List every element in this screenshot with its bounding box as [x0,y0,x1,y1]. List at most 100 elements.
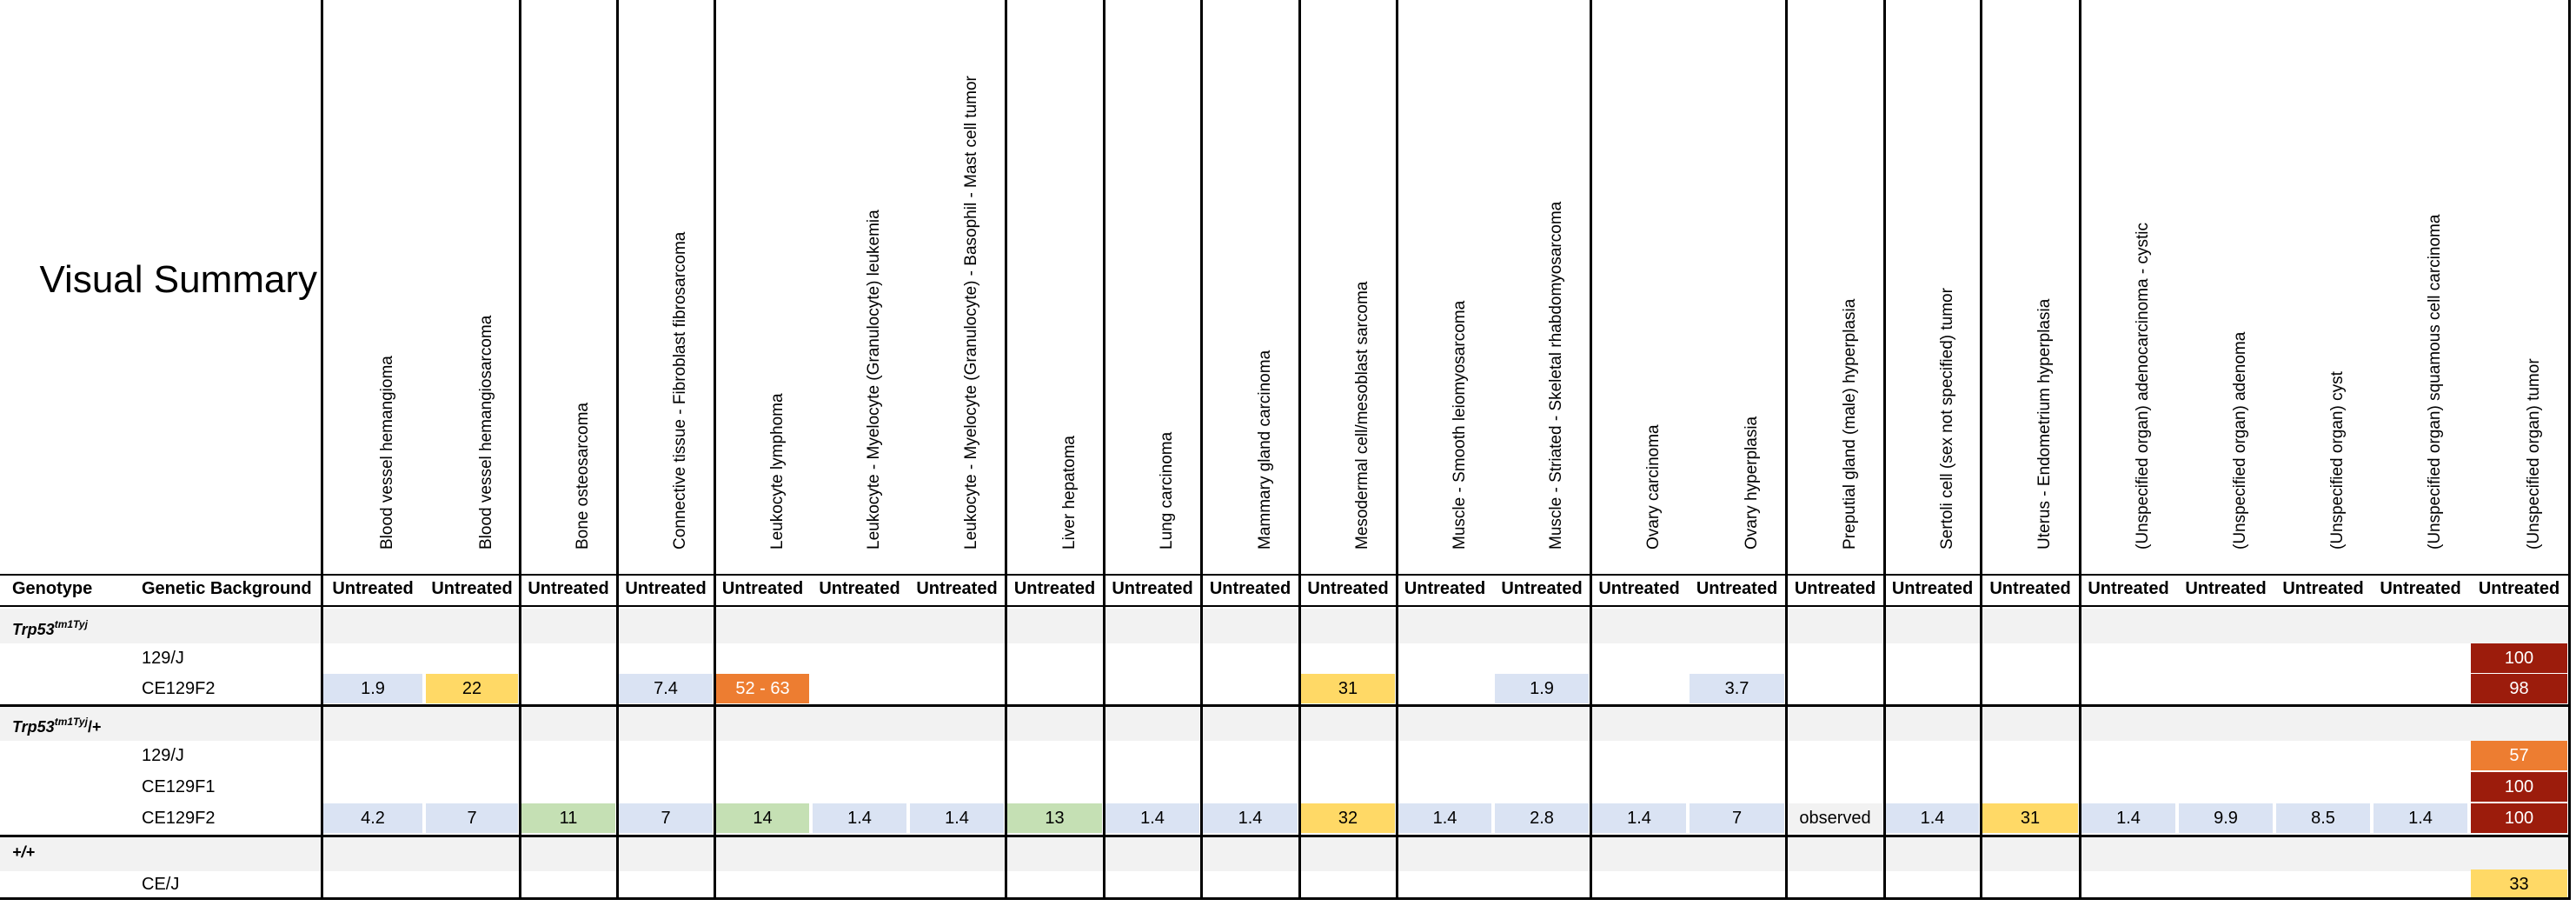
treatment-label: Untreated [1598,579,1680,598]
column-header: Leukocyte - Myelocyte (Granulocyte) - Ba… [952,0,988,569]
column-header-label: Preputial gland (male) hyperplasia [1840,298,1859,550]
treatment-label: Untreated [1891,579,1974,598]
heatmap-cell: 1.4 [2081,803,2175,833]
grid-line-vertical [1005,0,1007,900]
column-header: Preputial gland (male) hyperplasia [1830,0,1867,569]
heatmap-cell: 7 [426,803,518,833]
grid-line-horizontal [0,897,2569,900]
column-header: Uterus - Endometrium hyperplasia [2025,0,2061,569]
treatment-label: Untreated [2185,579,2267,598]
group-band [0,706,2569,741]
column-header: Leukocyte - Myelocyte (Granulocyte) leuk… [854,0,891,569]
column-header-label: (Unspecified organ) cyst [2328,371,2347,550]
column-header: (Unspecified organ) adenocarcinoma - cys… [2123,0,2160,569]
grid-line-vertical [1980,0,1982,900]
column-header: Mesodermal cell/mesoblast sarcoma [1343,0,1379,569]
genetic-background-column-header: Genetic Background [142,579,312,598]
grid-line-horizontal [0,835,2569,837]
genotype-column-header: Genotype [12,579,93,598]
column-header-label: Lung carcinoma [1158,431,1176,550]
heatmap-cell: 1.9 [1495,674,1589,703]
treatment-label: Untreated [1013,579,1096,598]
heatmap-cell: 4.2 [323,803,422,833]
treatment-label: Untreated [431,579,513,598]
column-header-label: (Unspecified organ) tumor [2524,358,2543,550]
heatmap-cell: 1.4 [813,803,906,833]
column-header: Blood vessel hemangioma [368,0,404,569]
genetic-background-label: CE129F1 [142,777,216,796]
column-header: Connective tissue - Fibroblast fibrosarc… [661,0,697,569]
column-header-label: Liver hepatoma [1059,436,1079,550]
column-header-label: Leukocyte lymphoma [767,393,787,550]
genotype-suffix: /+ [87,718,102,736]
column-header-label: (Unspecified organ) adenocarcinoma - cys… [2134,223,2152,550]
heatmap-cell: 7.4 [619,674,713,703]
treatment-label: Untreated [1989,579,2071,598]
grid-line-vertical [1785,0,1788,900]
column-header-label: Blood vessel hemangiosarcoma [477,315,495,550]
column-header-label: Ovary carcinoma [1644,424,1663,550]
heatmap-cell: 100 [2471,772,2567,802]
grid-line-vertical [2568,0,2571,900]
column-header-label: Connective tissue - Fibroblast fibrosarc… [671,231,689,550]
heatmap-cell: 1.4 [910,803,1004,833]
genetic-background-label: CE129F2 [142,809,216,828]
grid-line-vertical [1103,0,1105,900]
heatmap-cell: 32 [1301,803,1395,833]
treatment-label: Untreated [2282,579,2364,598]
heatmap-cell: 31 [1982,803,2078,833]
genetic-background-label: 129/J [142,746,184,765]
column-header-label: Leukocyte - Myelocyte (Granulocyte) leuk… [865,210,883,550]
treatment-label: Untreated [1112,579,1193,598]
column-header: Muscle - Smooth leiomyosarcoma [1440,0,1477,569]
grid-line-vertical [1590,0,1592,900]
grid-line-vertical [2079,0,2081,900]
grid-line-horizontal [0,605,2569,607]
heatmap-cell: 1.4 [1203,803,1298,833]
column-header: (Unspecified organ) adenoma [2221,0,2257,569]
heatmap-cell: 11 [521,803,615,833]
treatment-label: Untreated [721,579,804,598]
heatmap-cell: 9.9 [2179,803,2273,833]
heatmap-cell: 3.7 [1690,674,1784,703]
heatmap-cell: 13 [1007,803,1102,833]
genotype-label: Trp53tm1Tyj [12,612,88,642]
heatmap-cell: 1.4 [1398,803,1491,833]
heatmap-cell: 22 [426,674,518,703]
treatment-label: Untreated [2088,579,2169,598]
heatmap-cell: 100 [2471,803,2567,833]
heatmap-cell: 7 [1690,803,1784,833]
grid-line-vertical [1883,0,1886,900]
treatment-label: Untreated [1404,579,1486,598]
column-header: (Unspecified organ) cyst [2318,0,2354,569]
treatment-label: Untreated [528,579,609,598]
treatment-label: Untreated [916,579,998,598]
column-header-label: Leukocyte - Myelocyte (Granulocyte) - Ba… [962,76,980,550]
treatment-label: Untreated [332,579,414,598]
genotype-label: Trp53tm1Tyj/+ [12,709,101,739]
treatment-label: Untreated [625,579,707,598]
heatmap-cell: 98 [2471,674,2567,703]
column-header-label: Ovary hyperplasia [1742,416,1761,550]
column-header: Muscle - Striated - Skeletal rhabdomyosa… [1537,0,1573,569]
grid-line-horizontal [0,574,2569,576]
column-header: Liver hepatoma [1050,0,1086,569]
treatment-label: Untreated [1794,579,1876,598]
heatmap-cell: 31 [1301,674,1395,703]
column-header-label: Sertoli cell (sex not specified) tumor [1937,288,1956,550]
grid-line-vertical [1396,0,1398,900]
group-band [0,609,2569,643]
column-header: Mammary gland carcinoma [1245,0,1282,569]
treatment-label: Untreated [1696,579,1778,598]
column-header: Ovary hyperplasia [1732,0,1769,569]
genotype-symbol: +/+ [12,843,36,861]
column-header-label: (Unspecified organ) adenoma [2231,331,2249,550]
column-header-label: Muscle - Striated - Skeletal rhabdomyosa… [1547,201,1565,550]
column-header: Ovary carcinoma [1634,0,1670,569]
column-header: Lung carcinoma [1147,0,1184,569]
column-header: Sertoli cell (sex not specified) tumor [1928,0,1964,569]
treatment-label: Untreated [2478,579,2560,598]
grid-line-vertical [1200,0,1203,900]
heatmap-cell: 100 [2471,643,2567,673]
heatmap-cell: 8.5 [2276,803,2370,833]
